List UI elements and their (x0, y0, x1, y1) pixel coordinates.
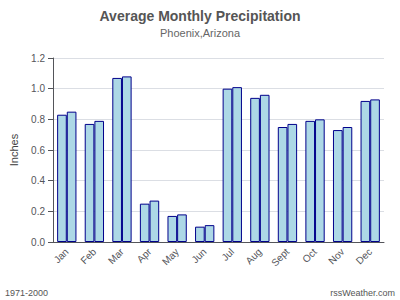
svg-text:Aug: Aug (243, 246, 263, 266)
svg-text:Inches: Inches (8, 133, 20, 166)
svg-text:rssWeather.com: rssWeather.com (330, 288, 395, 298)
svg-text:0.6: 0.6 (31, 145, 45, 156)
svg-text:1.0: 1.0 (31, 83, 45, 94)
svg-text:Jul: Jul (219, 246, 236, 263)
svg-text:Mar: Mar (106, 246, 126, 266)
svg-text:Jun: Jun (189, 246, 208, 265)
svg-text:Dec: Dec (354, 246, 374, 266)
svg-text:Nov: Nov (326, 246, 346, 266)
svg-text:Oct: Oct (300, 246, 319, 265)
svg-text:1971-2000: 1971-2000 (5, 288, 48, 298)
svg-text:Average Monthly Precipitation: Average Monthly Precipitation (100, 8, 301, 24)
svg-text:Apr: Apr (135, 246, 154, 265)
svg-text:0.8: 0.8 (31, 114, 45, 125)
svg-text:Phoenix,Arizona: Phoenix,Arizona (160, 27, 241, 39)
svg-text:Feb: Feb (78, 246, 98, 266)
svg-text:Sept: Sept (269, 246, 291, 268)
svg-text:Jan: Jan (52, 246, 71, 265)
svg-text:0.4: 0.4 (31, 175, 45, 186)
svg-text:1.2: 1.2 (31, 53, 45, 64)
svg-text:0.2: 0.2 (31, 206, 45, 217)
svg-text:May: May (160, 246, 181, 267)
svg-text:0.0: 0.0 (31, 237, 45, 248)
